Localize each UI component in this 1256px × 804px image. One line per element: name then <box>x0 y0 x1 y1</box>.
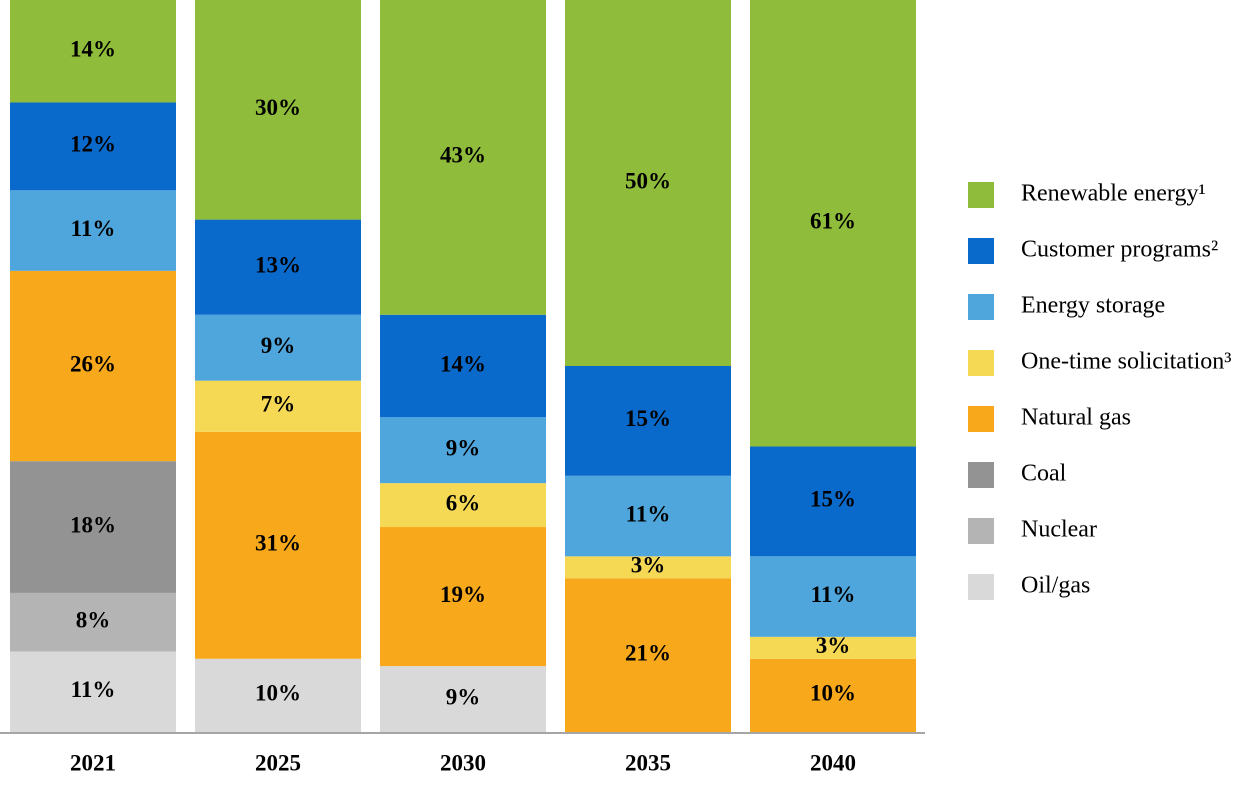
data-label: 21% <box>625 640 671 665</box>
bar-segment <box>195 658 361 732</box>
x-tick-label: 2030 <box>440 750 486 775</box>
data-label: 15% <box>625 406 671 431</box>
legend-swatch <box>968 406 994 432</box>
bar-segment <box>195 219 361 315</box>
x-tick-label: 2021 <box>70 750 116 775</box>
bar-segment <box>195 0 361 220</box>
data-label: 31% <box>255 531 301 556</box>
bar-segment <box>10 592 176 652</box>
bar-segment <box>750 658 916 732</box>
bar-segment <box>10 190 176 271</box>
bar-segment <box>380 483 546 528</box>
bar-segment <box>380 314 546 418</box>
data-label: 30% <box>255 95 301 120</box>
data-label: 7% <box>261 392 296 417</box>
legend-label: Energy storage <box>1021 293 1165 319</box>
data-label: 11% <box>71 216 116 241</box>
legend-swatch <box>968 574 994 600</box>
data-label: 9% <box>446 684 481 709</box>
bar-segment <box>10 0 176 103</box>
data-label: 9% <box>261 333 296 358</box>
bar-segment <box>565 475 731 557</box>
legend-label: Natural gas <box>1021 405 1131 431</box>
data-label: 14% <box>440 351 486 376</box>
bar-segment <box>10 461 176 593</box>
data-label: 43% <box>440 143 486 168</box>
data-label: 61% <box>810 209 856 234</box>
legend-swatch <box>968 238 994 264</box>
bar-segment <box>195 314 361 381</box>
data-label: 11% <box>71 677 116 702</box>
data-label: 14% <box>70 37 116 62</box>
data-label: 10% <box>810 681 856 706</box>
data-label: 8% <box>76 607 111 632</box>
bar-segment <box>750 636 916 659</box>
bar-segment <box>195 380 361 432</box>
bar-segment <box>565 0 731 366</box>
data-label: 12% <box>70 132 116 157</box>
data-label: 11% <box>811 582 856 607</box>
data-label: 50% <box>625 168 671 193</box>
legend-swatch <box>968 350 994 376</box>
bar-segment <box>380 417 546 484</box>
bar-segment <box>380 0 546 315</box>
data-label: 3% <box>631 553 666 578</box>
legend-label: Nuclear <box>1021 517 1097 543</box>
bar-segment <box>565 366 731 476</box>
data-label: 3% <box>816 633 851 658</box>
bar-segment <box>750 0 916 447</box>
bar-segment <box>750 556 916 637</box>
x-tick-label: 2025 <box>255 750 301 775</box>
data-label: 18% <box>70 512 116 537</box>
data-label: 10% <box>255 681 301 706</box>
legend-label: Customer programs² <box>1021 237 1218 263</box>
legend-label: Renewable energy¹ <box>1021 181 1206 207</box>
bar-segment <box>565 578 731 732</box>
legend-swatch <box>968 462 994 488</box>
data-label: 11% <box>626 501 671 526</box>
data-label: 15% <box>810 487 856 512</box>
bar-segment <box>380 527 546 667</box>
legend-label: Oil/gas <box>1021 573 1090 599</box>
x-tick-label: 2040 <box>810 750 856 775</box>
data-label: 9% <box>446 435 481 460</box>
bar-segment <box>10 651 176 732</box>
bar-segment <box>380 666 546 732</box>
bar-segment <box>195 431 361 659</box>
bar-segment <box>565 556 731 579</box>
bar-segment <box>10 102 176 191</box>
legend-swatch <box>968 294 994 320</box>
data-label: 6% <box>446 490 481 515</box>
legend-swatch <box>968 182 994 208</box>
data-label: 19% <box>440 582 486 607</box>
x-tick-label: 2035 <box>625 750 671 775</box>
bar-segment <box>10 270 176 462</box>
data-label: 26% <box>70 351 116 376</box>
data-label: 13% <box>255 252 301 277</box>
legend-label: One-time solicitation³ <box>1021 349 1231 375</box>
legend-swatch <box>968 518 994 544</box>
bar-segment <box>750 446 916 557</box>
legend-label: Coal <box>1021 461 1067 487</box>
